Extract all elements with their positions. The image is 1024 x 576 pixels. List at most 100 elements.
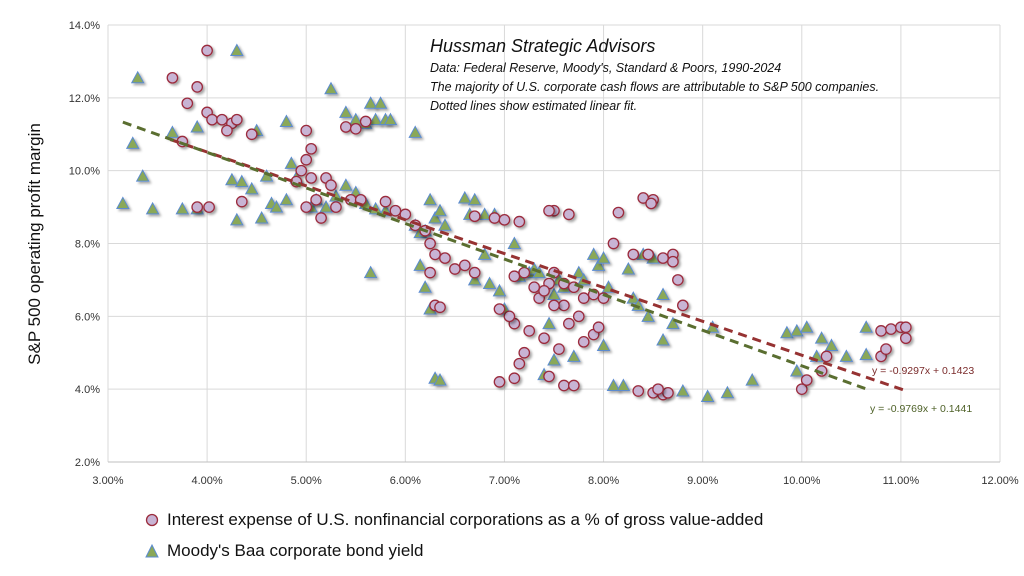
interest-expense-point [424,237,436,250]
interest-expense-point [607,237,620,250]
annotation-block: Hussman Strategic Advisors Data: Federal… [430,36,879,113]
baa-yield-point [666,316,680,330]
baa-yield-point [547,287,561,300]
baa-yield-point [745,373,760,386]
y-tick-label: 10.0% [69,166,100,178]
baa-yield-point [279,192,294,206]
x-axis-ticks: 3.00% 4.00% 5.00% 6.00% 7.00% 8.00% 9.00% 10.00… [92,475,1018,487]
y-tick-label: 2.0% [75,457,100,469]
interest-expense-point [245,128,258,141]
baa-yield-point [279,114,294,128]
gridlines [107,24,1001,463]
baa-yield-point [190,119,205,133]
baa-yield-point [408,125,423,138]
baa-yield-point [324,81,338,95]
interest-expense-point [221,124,233,137]
baa-yield-point [814,331,829,344]
x-tick-label: 3.00% [92,475,123,487]
interest-expense-point [676,299,689,312]
interest-expense-point [652,383,664,396]
baa-yield-point [413,258,428,271]
annotation-line: Data: Federal Reserve, Moody's, Standard… [430,61,781,75]
baa-yield-point [116,196,130,209]
baa-yield-point [433,373,447,386]
baa-yield-point [363,96,378,109]
y-tick-label: 14.0% [69,20,100,32]
baa-yield-point [368,112,383,126]
interest-expense-point [508,372,521,385]
baa-yield-point [566,349,581,362]
baa-yield-point [507,236,522,249]
circle-marker-icon [145,513,159,527]
interest-expense-point [389,204,402,217]
interest-expense-point [300,124,313,137]
baa-yield-point [616,378,631,392]
baa-yield-point [373,96,388,109]
interest-expense-point [379,195,392,208]
interest-expense-point [558,379,570,392]
fit-line-interest [169,138,906,392]
baa-yield-point [482,276,497,290]
baa-yield-point [254,210,269,224]
interest-expense-point [543,204,555,217]
fit-label-interest: y = -0.9297x + 0.1423 [872,365,974,377]
interest-expense-point [488,212,501,224]
baa-yield-point [606,378,621,392]
interest-expense-point [191,81,204,93]
fit-label-baa: y = -0.9769x + 0.1441 [870,403,972,415]
annotation-title: Hussman Strategic Advisors [430,36,655,56]
baa-yield-point [789,323,804,337]
interest-expense-point [548,299,560,312]
baa-yield-point [621,261,636,275]
baa-yield-point [839,349,854,362]
baa-yield-point [135,169,150,182]
interest-expense-point [612,206,625,219]
baa-yield-point [656,287,670,300]
interest-expense-point [577,335,590,348]
interest-expense-point [305,172,318,184]
interest-expense-point [300,153,313,166]
interest-expense-point [330,201,342,213]
baa-yield-point [477,207,492,220]
interest-expense-point [498,213,511,226]
interest-expense-point [627,248,640,261]
baa-yield-point [641,309,655,322]
baa-yield-point [175,201,190,215]
interest-expense-point [667,255,679,268]
baa-yield-point [676,383,690,397]
x-tick-label: 8.00% [588,475,619,487]
baa-yield-point [234,174,249,188]
interest-expense-point [795,383,808,396]
interest-expense-point [166,71,179,84]
interest-expense-point [523,325,536,337]
interest-expense-point [230,113,243,126]
x-tick-label: 7.00% [489,475,520,487]
interest-expense-point [295,164,308,177]
baa-yield-point [591,258,606,271]
baa-yield-point [230,43,244,56]
interest-expense-point [662,386,674,399]
interest-expense-point [885,323,897,335]
triangle-marker-icon [145,544,159,558]
interest-expense-point [424,266,436,279]
baa-yield-point [418,280,432,293]
y-tick-label: 6.0% [75,311,100,323]
interest-expense-point [458,259,471,272]
interest-expense-point [203,201,215,213]
interest-expense-point [572,310,585,323]
interest-expense-point [563,317,575,330]
interest-expense-point [468,210,481,223]
interest-expense-point [191,201,204,213]
interest-expense-point [503,310,516,323]
baa-yield-point [339,178,353,191]
baa-yield-point [547,352,561,366]
interest-expense-point [820,350,833,363]
interest-expense-point [349,122,362,135]
interest-expense-point [577,292,590,304]
y-tick-label: 4.0% [75,384,100,396]
interest-expense-point [672,274,684,286]
interest-expense-point [558,299,570,312]
baa-yield-point [824,338,839,351]
y-axis-ticks: 2.0% 4.0% 6.0% 8.0% 10.0% 12.0% 14.0% [69,20,100,469]
